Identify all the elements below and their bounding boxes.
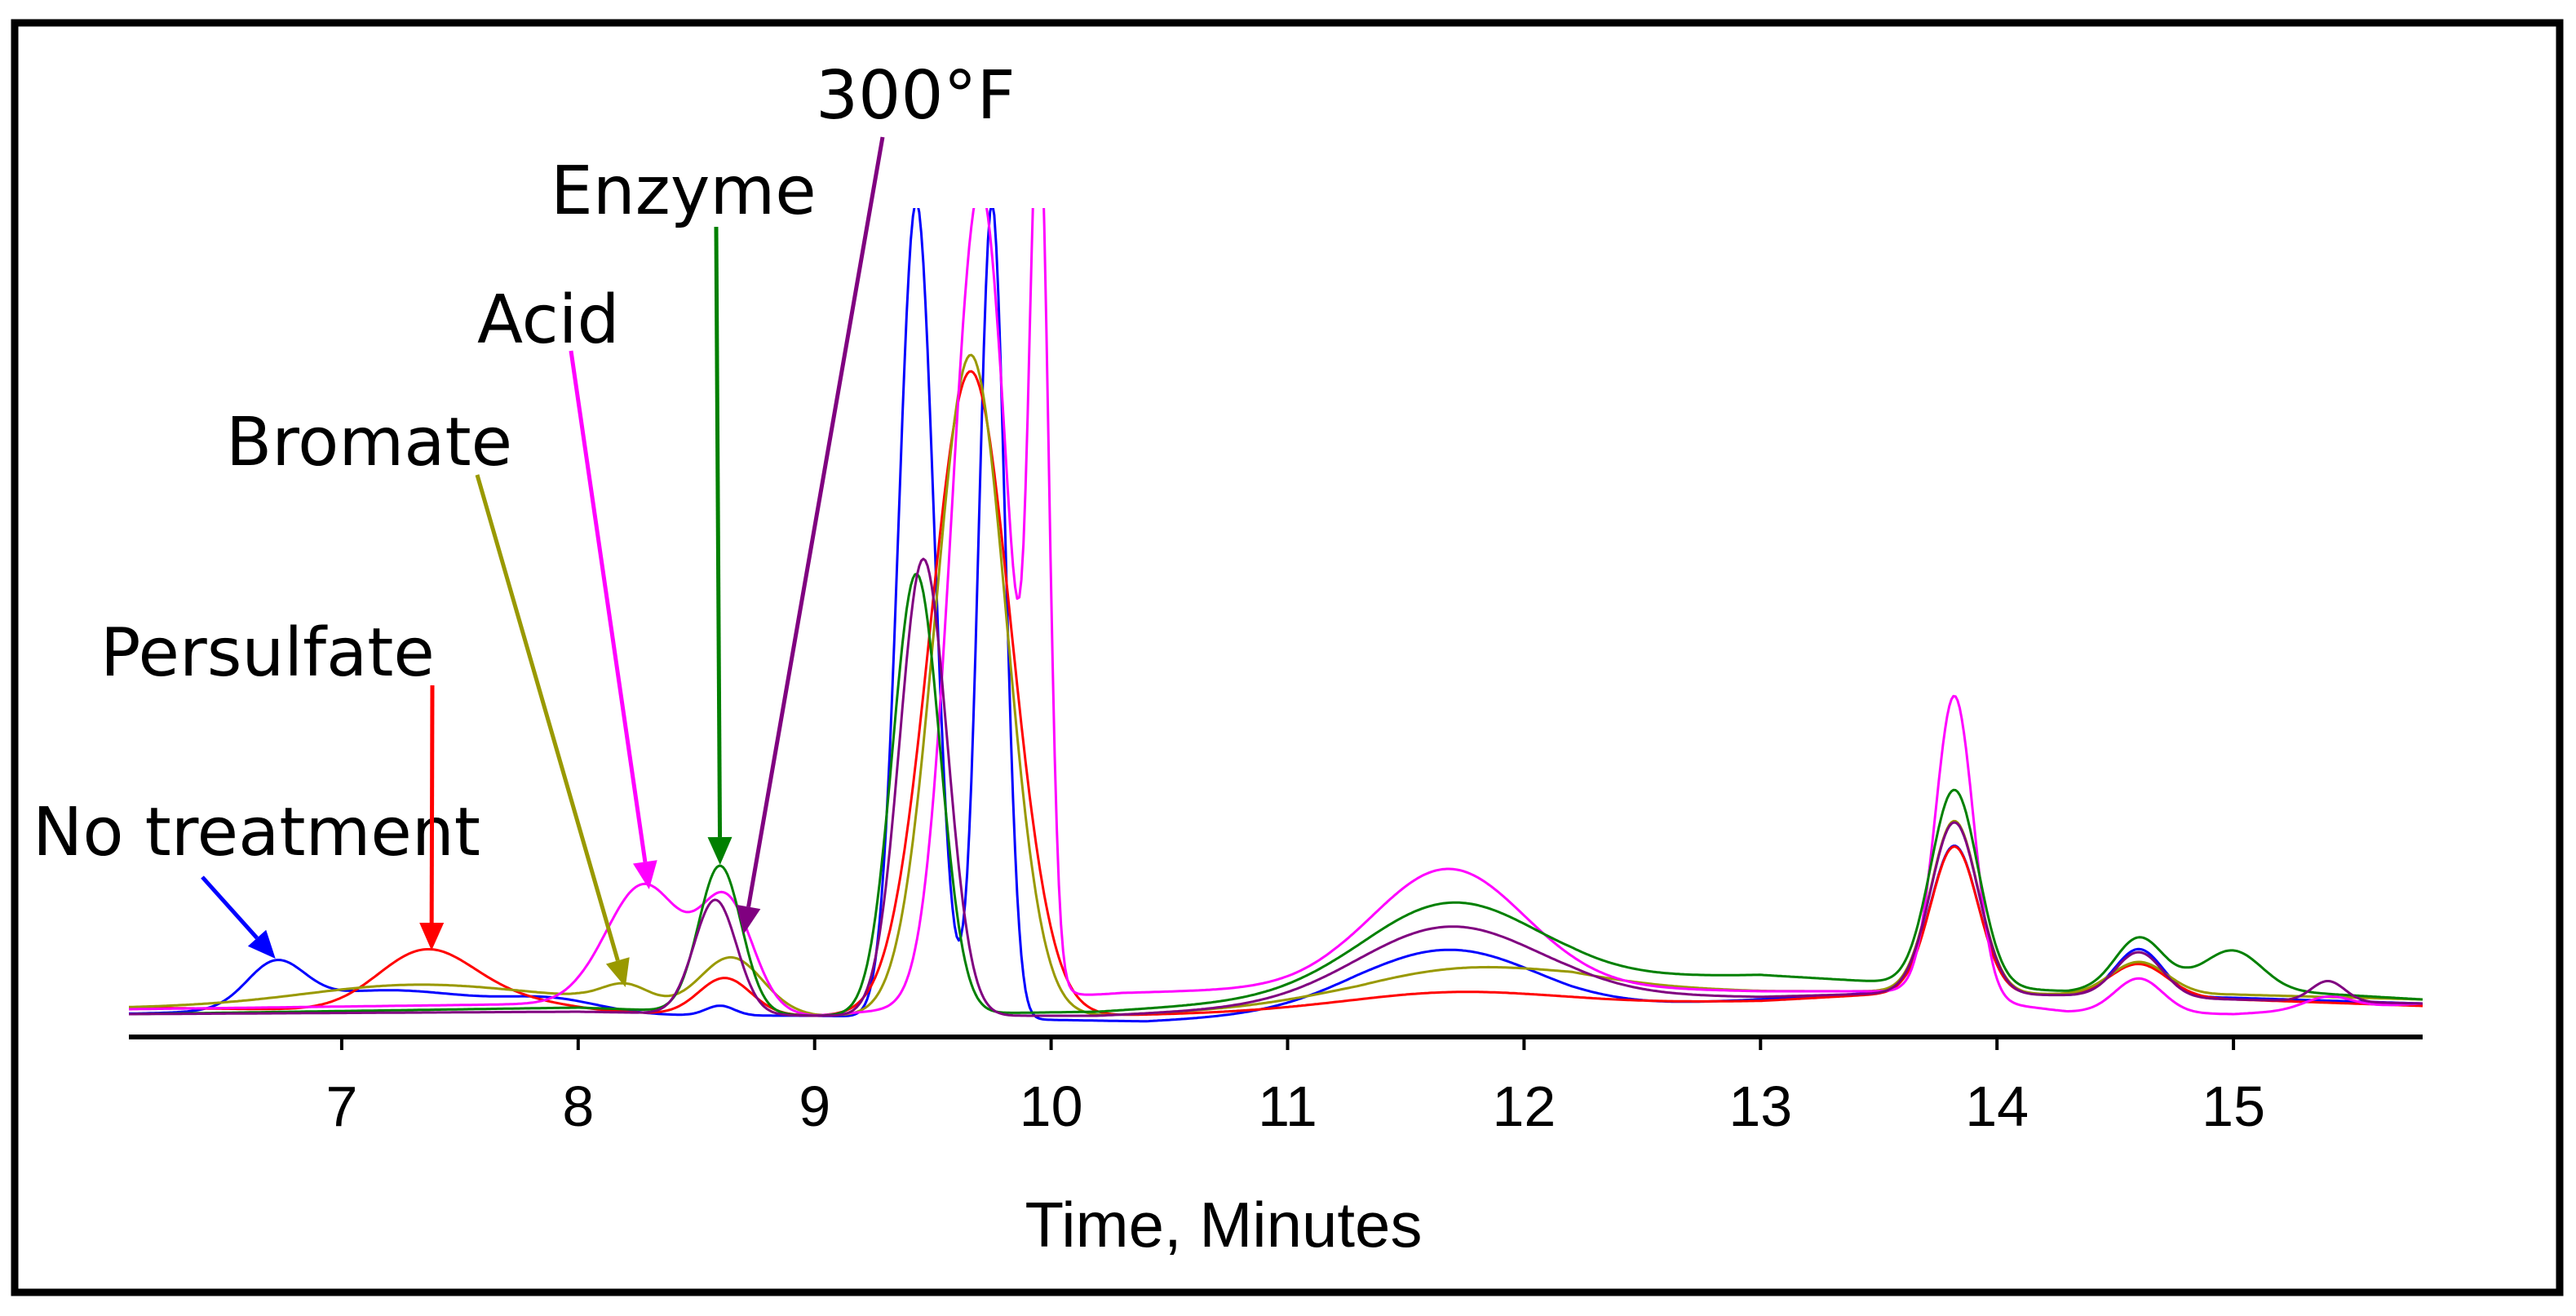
annotation-label-300f: 300°F [816, 57, 1016, 135]
annotation-label-persulfate: Persulfate [100, 614, 435, 692]
x-tick-layer: 7 8 9 10 11 12 13 14 15 [325, 1037, 2265, 1138]
x-axis-title: Time, Minutes [1025, 1189, 1423, 1261]
series-line-enzyme [129, 573, 2423, 1017]
annotation-label-no-treatment: No treatment [33, 794, 480, 871]
annotation-arrowhead-persulfate [419, 923, 445, 950]
series-layer [129, 208, 2423, 1023]
annotation-arrowhead-enzyme [707, 836, 733, 865]
annotation-label-enzyme: Enzyme [551, 153, 817, 230]
annotation-arrow-no-treatment [201, 875, 259, 940]
annotation-arrowhead-acid [633, 860, 657, 889]
annotation-layer: No treatment Persulfate Bromate Acid Enzyme 3… [33, 57, 1016, 987]
x-tick-label: 8 [562, 1075, 594, 1138]
annotation-arrow-acid [569, 350, 648, 862]
annotation-arrow-bromate [475, 474, 620, 962]
x-tick-label: 7 [325, 1075, 357, 1138]
x-tick-label: 10 [1020, 1075, 1083, 1138]
annotation-arrowhead-no-treatment [247, 929, 276, 959]
annotation-arrow-300f [746, 136, 885, 907]
annotation-arrowhead-300f [736, 904, 761, 934]
annotation-arrow-enzyme [714, 226, 723, 838]
x-tick-label: 12 [1492, 1075, 1556, 1138]
x-tick-label: 15 [2202, 1075, 2265, 1138]
annotation-label-acid: Acid [477, 281, 620, 359]
chart-frame [11, 19, 2564, 1296]
x-tick-label: 11 [1258, 1075, 1317, 1138]
series-line-acid [129, 208, 2423, 1017]
x-tick-label: 14 [1965, 1075, 2029, 1138]
annotation-arrowhead-bromate [605, 957, 630, 987]
series-line-300f [129, 557, 2423, 1017]
x-tick-label: 9 [799, 1075, 830, 1138]
annotation-label-bromate: Bromate [226, 404, 512, 481]
x-tick-label: 13 [1728, 1075, 1792, 1138]
